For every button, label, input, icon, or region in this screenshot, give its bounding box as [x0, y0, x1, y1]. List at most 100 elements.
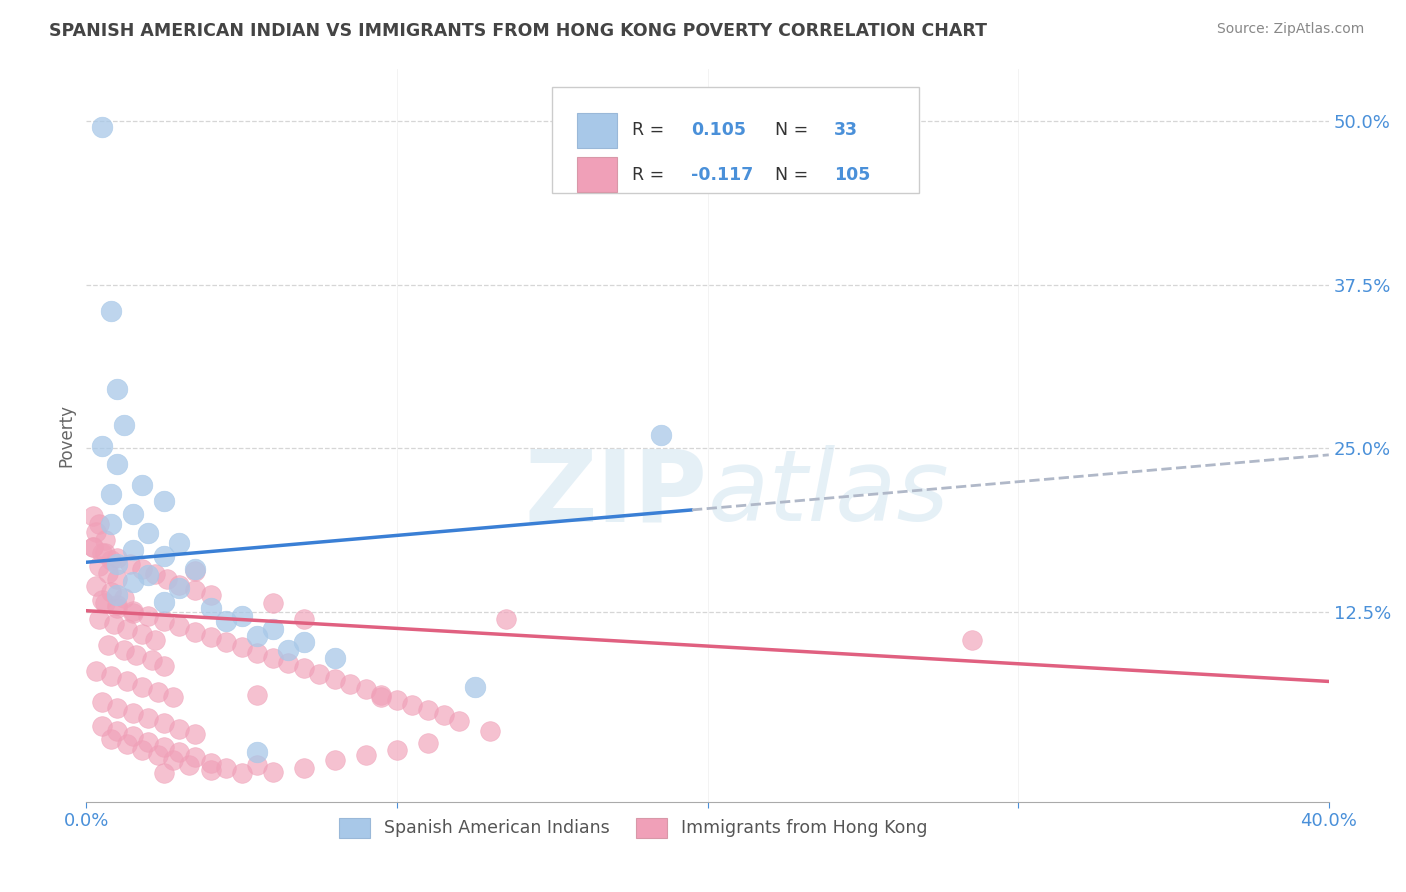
Point	[184, 727, 207, 741]
Point	[153, 766, 176, 780]
Point	[162, 753, 184, 767]
Point	[94, 533, 117, 547]
Point	[131, 478, 153, 492]
Point	[143, 632, 166, 647]
Point	[87, 559, 110, 574]
Point	[308, 666, 330, 681]
Point	[479, 724, 502, 739]
Point	[105, 724, 128, 739]
Point	[122, 604, 145, 618]
Point	[277, 656, 299, 670]
Point	[200, 601, 222, 615]
Text: SPANISH AMERICAN INDIAN VS IMMIGRANTS FROM HONG KONG POVERTY CORRELATION CHART: SPANISH AMERICAN INDIAN VS IMMIGRANTS FR…	[49, 22, 987, 40]
Point	[169, 722, 191, 736]
Point	[100, 303, 122, 318]
Point	[169, 745, 191, 759]
Point	[94, 596, 117, 610]
Point	[292, 635, 315, 649]
Point	[122, 543, 145, 558]
Point	[262, 622, 284, 636]
Point	[105, 383, 128, 397]
Point	[354, 747, 377, 762]
Point	[100, 552, 122, 566]
Point	[138, 526, 160, 541]
Point	[143, 567, 166, 582]
Point	[97, 566, 120, 580]
Point	[162, 690, 184, 705]
Point	[112, 591, 135, 605]
Text: 0.105: 0.105	[692, 121, 747, 139]
Point	[100, 732, 122, 747]
Point	[138, 609, 160, 624]
Point	[169, 582, 191, 596]
Point	[215, 761, 238, 775]
Text: R =: R =	[631, 121, 669, 139]
Text: 33: 33	[834, 121, 858, 139]
Point	[323, 672, 346, 686]
Point	[231, 766, 253, 780]
Point	[650, 428, 672, 442]
Point	[231, 640, 253, 655]
Point	[90, 120, 112, 135]
Point	[138, 711, 160, 725]
Point	[184, 565, 207, 579]
Text: atlas: atlas	[707, 445, 949, 542]
Point	[354, 682, 377, 697]
Point	[323, 651, 346, 665]
Point	[153, 493, 176, 508]
Bar	[576, 157, 617, 193]
Point	[385, 742, 408, 756]
Point	[339, 677, 361, 691]
Legend: Spanish American Indians, Immigrants from Hong Kong: Spanish American Indians, Immigrants fro…	[332, 811, 934, 845]
Point	[141, 653, 163, 667]
Point	[97, 638, 120, 652]
Point	[262, 651, 284, 665]
Point	[292, 661, 315, 675]
Point	[122, 730, 145, 744]
Point	[105, 599, 128, 613]
Text: -0.117: -0.117	[692, 166, 754, 184]
Point	[90, 439, 112, 453]
Point	[115, 622, 138, 636]
Point	[184, 624, 207, 639]
Point	[495, 611, 517, 625]
Point	[169, 535, 191, 549]
Point	[464, 680, 486, 694]
Point	[292, 761, 315, 775]
Point	[184, 562, 207, 576]
Point	[200, 630, 222, 644]
FancyBboxPatch shape	[553, 87, 918, 194]
Point	[125, 648, 148, 663]
Point	[246, 688, 269, 702]
Point	[215, 614, 238, 628]
Point	[177, 758, 200, 772]
Point	[153, 594, 176, 608]
Point	[103, 616, 125, 631]
Point	[153, 658, 176, 673]
Point	[215, 635, 238, 649]
Point	[82, 540, 104, 554]
Point	[122, 706, 145, 720]
Point	[200, 756, 222, 770]
Point	[385, 692, 408, 706]
Point	[277, 643, 299, 657]
Point	[960, 632, 983, 647]
Point	[231, 609, 253, 624]
Text: R =: R =	[631, 166, 669, 184]
Point	[246, 629, 269, 643]
Point	[122, 507, 145, 521]
Point	[87, 611, 110, 625]
Text: N =: N =	[775, 121, 814, 139]
Point	[131, 627, 153, 641]
Point	[82, 509, 104, 524]
Point	[153, 739, 176, 754]
Point	[416, 703, 439, 717]
Point	[105, 551, 128, 566]
Point	[246, 745, 269, 759]
Point	[447, 714, 470, 728]
Point	[292, 611, 315, 625]
Point	[105, 601, 128, 615]
Point	[262, 596, 284, 610]
Point	[87, 517, 110, 532]
Point	[131, 742, 153, 756]
